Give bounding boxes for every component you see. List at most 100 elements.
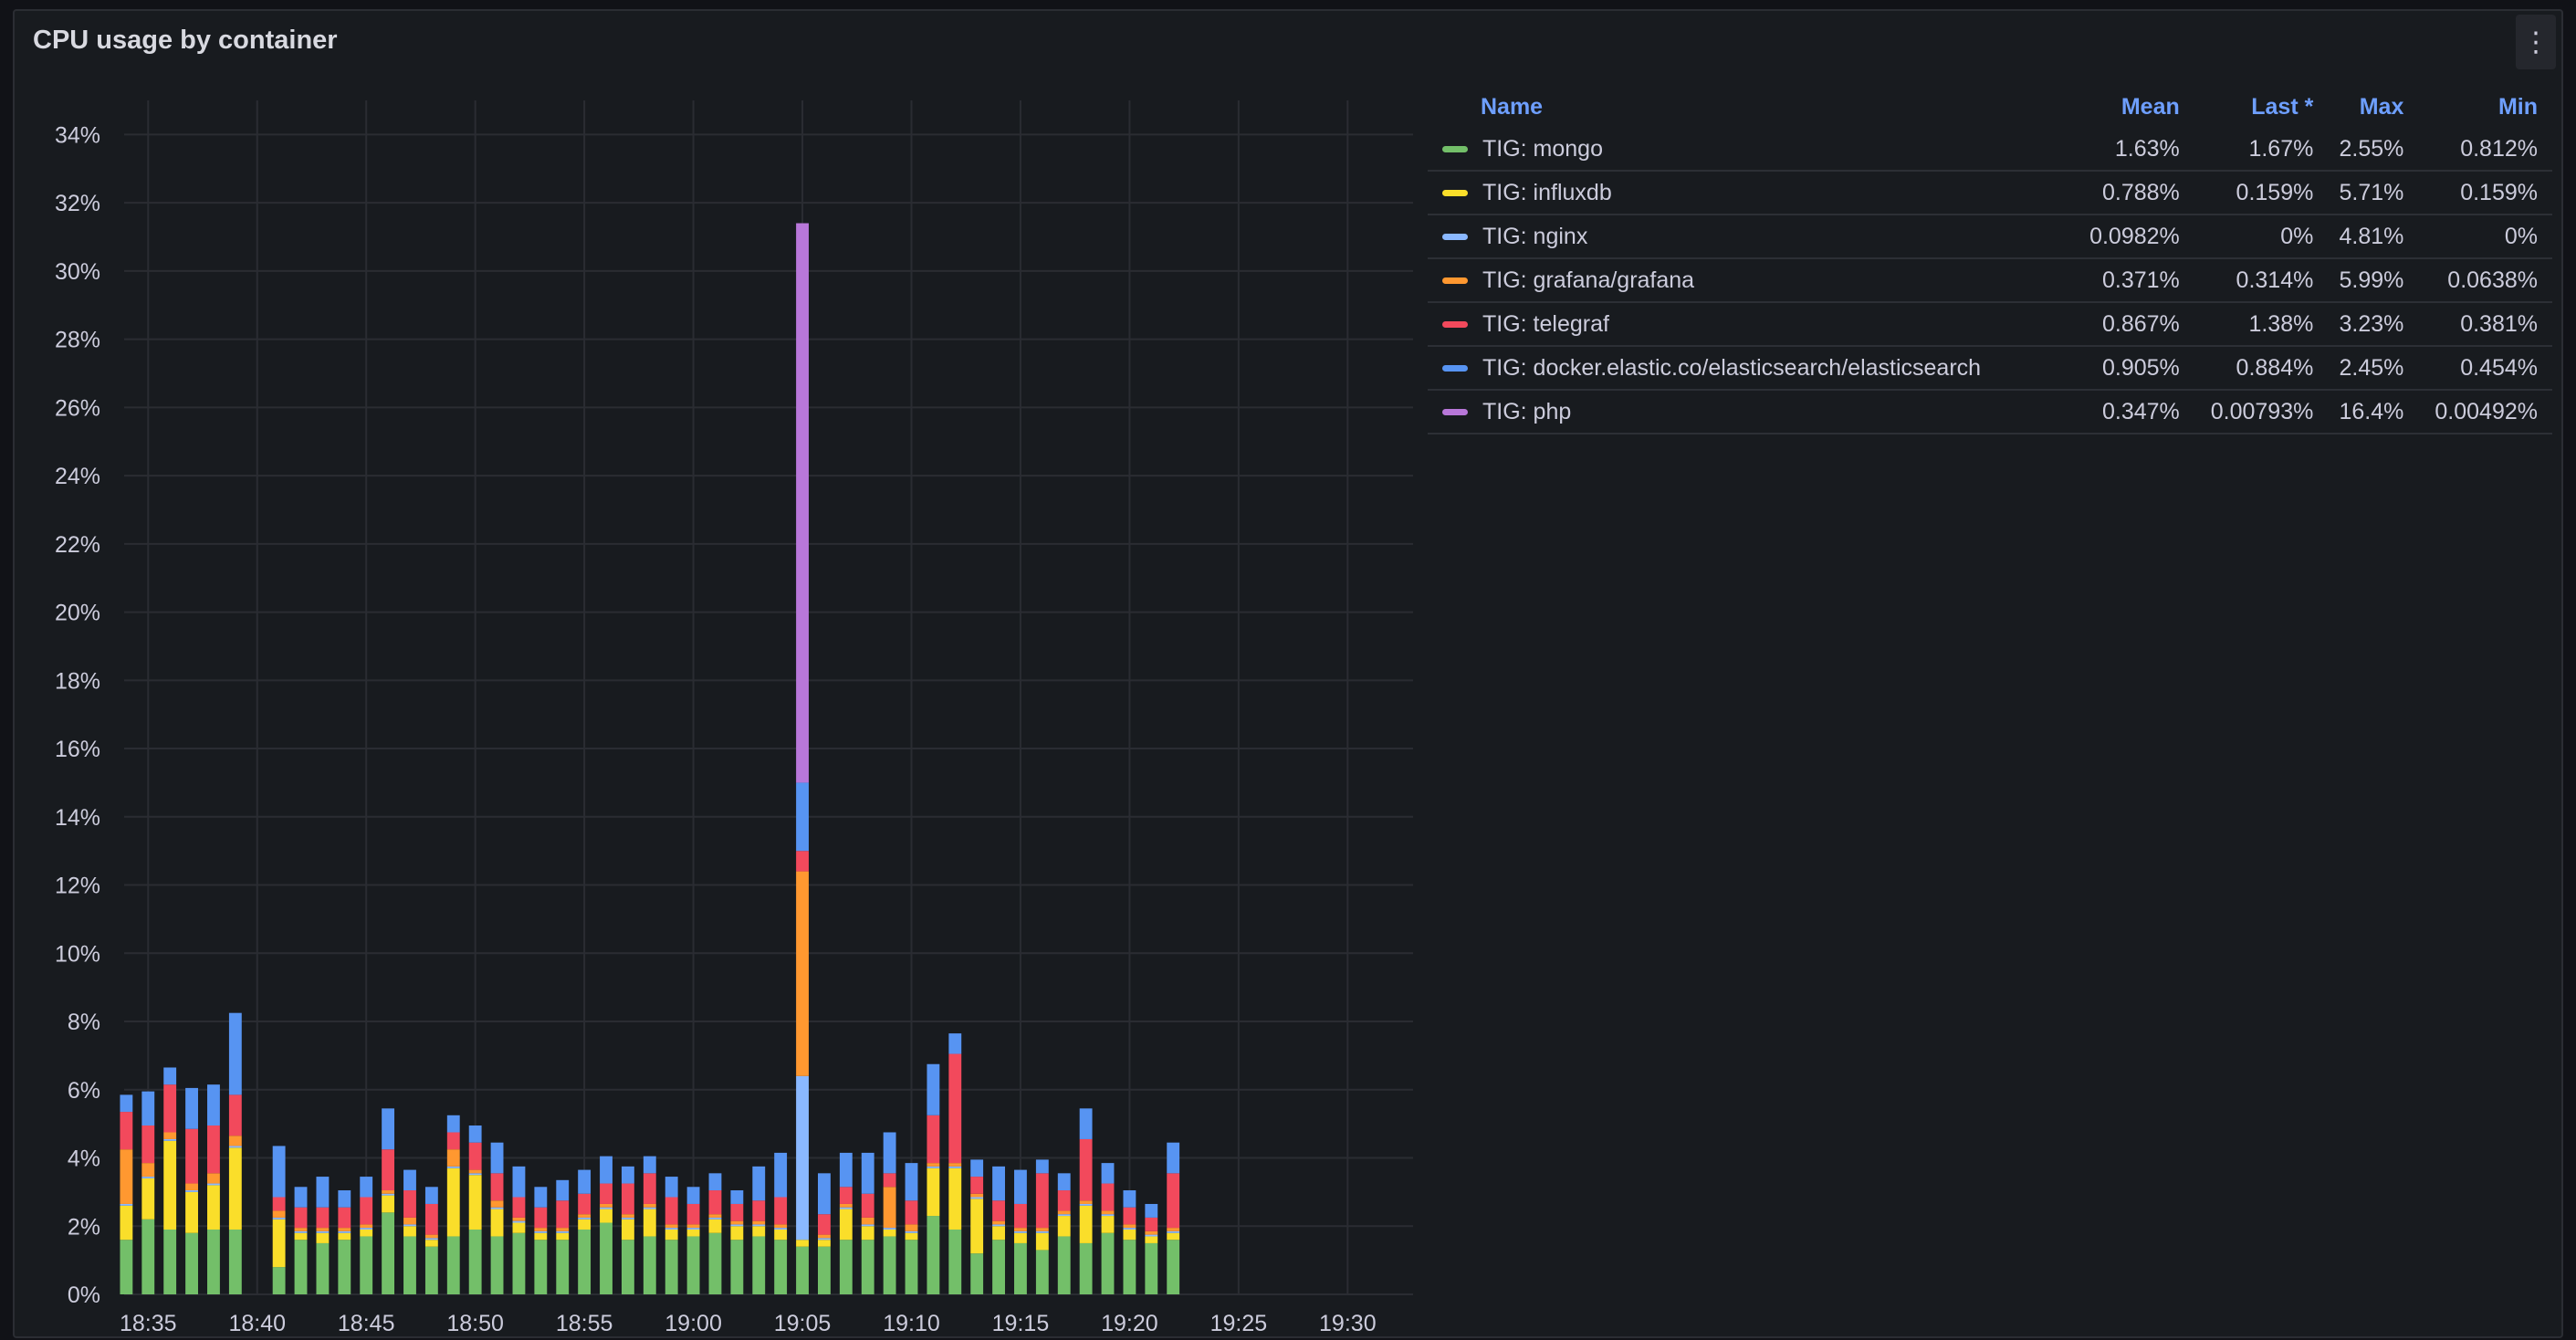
bar-segment [185, 1190, 198, 1192]
bar-segment [1101, 1232, 1115, 1294]
bar-segment [686, 1187, 700, 1204]
x-tick-label: 19:20 [1101, 1311, 1158, 1336]
bar-segment [490, 1209, 504, 1237]
panel-menu-button[interactable]: ⋮ [2516, 15, 2556, 69]
bar-segment [272, 1210, 286, 1218]
legend-last-value: 1.67% [2194, 128, 2329, 172]
bar-segment [424, 1234, 438, 1239]
legend-header-name[interactable]: Name [1481, 93, 1544, 120]
bar-segment [185, 1087, 198, 1129]
bar-segment [163, 1140, 177, 1230]
bar-segment [970, 1159, 984, 1178]
bar-segment [905, 1230, 918, 1233]
bar-segment [665, 1197, 678, 1225]
bar-segment [1101, 1216, 1115, 1233]
bar-segment [948, 1166, 962, 1168]
legend-series-name[interactable]: TIG: mongo [1428, 128, 2076, 172]
bar-segment [992, 1224, 1005, 1227]
bar-segment [970, 1199, 984, 1254]
bar-segment [992, 1240, 1005, 1294]
bar-segment [752, 1166, 766, 1201]
bar-segment [1014, 1228, 1027, 1231]
legend-last-value: 0.314% [2194, 258, 2329, 303]
legend-series-name[interactable]: TIG: telegraf [1428, 302, 2076, 347]
bar-segment [490, 1236, 504, 1294]
legend-row[interactable]: TIG: php 0.347% 0.00793% 16.4% 0.00492% [1428, 390, 2552, 434]
legend-series-label: TIG: influxdb [1482, 179, 1612, 205]
bar-segment [141, 1177, 155, 1178]
bar-segment [817, 1173, 831, 1215]
bar-segment [839, 1187, 853, 1204]
bar-segment [948, 1229, 962, 1294]
bar-segment [1167, 1232, 1180, 1241]
legend-series-name[interactable]: TIG: docker.elastic.co/elasticsearch/ela… [1428, 346, 2076, 391]
bar-segment [403, 1190, 416, 1218]
bar-segment [338, 1232, 351, 1241]
bar-segment [1057, 1190, 1071, 1211]
bar-segment [883, 1187, 896, 1229]
bar-segment [1167, 1240, 1180, 1294]
legend-row[interactable]: TIG: grafana/grafana 0.371% 0.314% 5.99% 0.0… [1428, 258, 2552, 303]
bar-segment [382, 1212, 395, 1294]
bar-segment [163, 1229, 177, 1294]
legend-series-name[interactable]: TIG: php [1428, 390, 2076, 434]
legend-series-name[interactable]: TIG: influxdb [1428, 171, 2076, 215]
bar-segment [468, 1169, 482, 1174]
bar-segment [294, 1228, 308, 1231]
legend-series-name[interactable]: TIG: grafana/grafana [1428, 258, 2076, 303]
bar-segment [272, 1219, 286, 1268]
legend-header-last[interactable]: Last * [2251, 93, 2314, 120]
legend-max-value: 2.55% [2328, 128, 2419, 172]
legend-series-name[interactable]: TIG: nginx [1428, 215, 2076, 259]
bar-segment [316, 1177, 330, 1208]
bar-segment [424, 1203, 438, 1235]
x-tick-label: 18:55 [556, 1311, 613, 1336]
bar-segment [512, 1197, 526, 1218]
bar-segment [556, 1240, 570, 1294]
bar-segment [1035, 1173, 1049, 1229]
bar-segment [621, 1166, 634, 1184]
bar-segment [1035, 1232, 1049, 1251]
legend-color-swatch [1442, 409, 1468, 416]
legend-row[interactable]: TIG: mongo 1.63% 1.67% 2.55% 0.812% [1428, 128, 2552, 172]
bar-segment [163, 1067, 177, 1085]
bar-segment [163, 1084, 177, 1133]
y-tick-label: 0% [68, 1282, 100, 1308]
bar-segment [643, 1209, 656, 1237]
bar-segment [1101, 1210, 1115, 1215]
bar-segment [1014, 1242, 1027, 1294]
legend-header-mean[interactable]: Mean [2120, 93, 2180, 120]
bar-segment [839, 1152, 853, 1188]
bar-segment [665, 1229, 678, 1241]
y-tick-label: 26% [55, 395, 100, 421]
kebab-menu-icon: ⋮ [2522, 26, 2550, 58]
bar-segment [382, 1190, 395, 1194]
bar-segment [992, 1200, 1005, 1221]
bar-segment [1167, 1142, 1180, 1174]
bar-segment [774, 1229, 788, 1241]
bar-segment [600, 1222, 613, 1294]
bar-segment [1101, 1183, 1115, 1211]
legend-header-min[interactable]: Min [2497, 93, 2538, 120]
bar-segment [556, 1179, 570, 1201]
bar-segment [338, 1190, 351, 1208]
legend-row[interactable]: TIG: influxdb 0.788% 0.159% 5.71% 0.159% [1428, 171, 2552, 215]
bar-segment [752, 1200, 766, 1221]
bar-segment [272, 1217, 286, 1220]
bar-segment [207, 1084, 220, 1126]
y-tick-label: 12% [55, 874, 100, 899]
legend-series-label: TIG: mongo [1482, 135, 1603, 162]
y-tick-label: 14% [55, 805, 100, 831]
bar-segment [1079, 1200, 1093, 1204]
legend-row[interactable]: TIG: nginx 0.0982% 0% 4.81% 0% [1428, 215, 2552, 259]
y-tick-label: 24% [55, 464, 100, 489]
legend-header-max[interactable]: Max [2359, 93, 2404, 120]
bar-segment [403, 1236, 416, 1294]
bar-segment [992, 1166, 1005, 1201]
bar-segment [446, 1166, 460, 1168]
bar-segment [905, 1163, 918, 1201]
bar-segment [578, 1193, 592, 1215]
legend-row[interactable]: TIG: telegraf 0.867% 1.38% 3.23% 0.381% [1428, 302, 2552, 347]
legend-row[interactable]: TIG: docker.elastic.co/elasticsearch/ela… [1428, 346, 2552, 391]
bar-segment [1079, 1138, 1093, 1201]
